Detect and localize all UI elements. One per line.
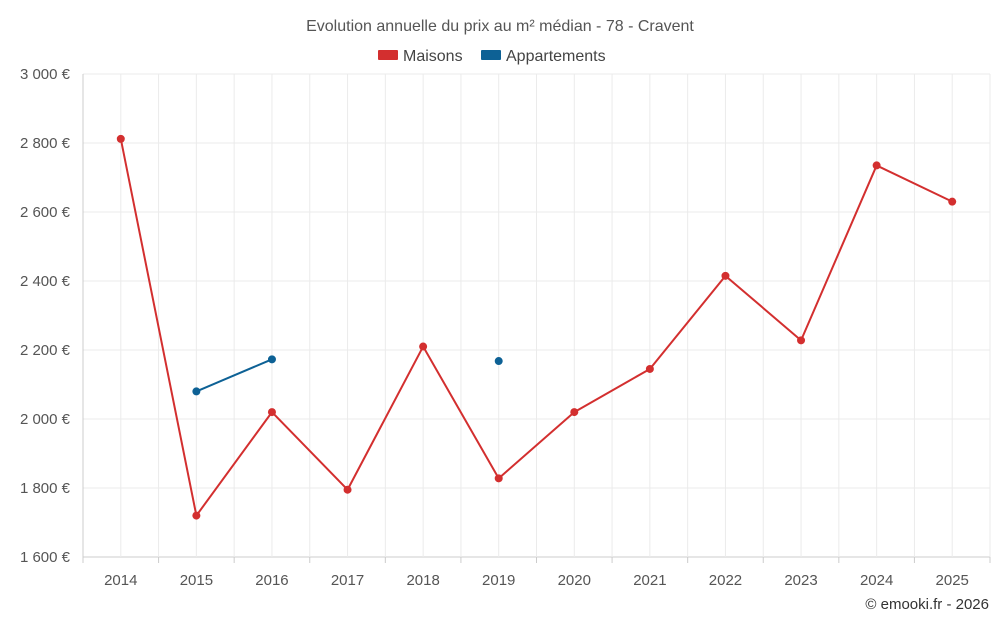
data-point-maisons[interactable] [192,511,201,520]
x-tick-label: 2025 [936,572,969,589]
x-tick-label: 2017 [331,572,364,589]
legend-swatch [481,50,501,60]
data-point-maisons[interactable] [494,474,503,483]
legend-label: Appartements [506,48,606,65]
data-point-appartements[interactable] [192,387,201,396]
credit-text: © emooki.fr - 2026 [865,596,989,613]
y-tick-label: 2 200 € [20,342,71,359]
series-line-maisons [119,138,953,517]
y-tick-label: 2 800 € [20,135,71,152]
data-point-appartements[interactable] [494,357,503,366]
chart-title: Evolution annuelle du prix au m² médian … [306,18,694,35]
series-layer [116,134,957,520]
y-tick-label: 2 000 € [20,411,71,428]
data-point-maisons[interactable] [721,271,730,280]
y-tick-label: 3 000 € [20,66,71,83]
x-tick-label: 2019 [482,572,515,589]
x-tick-label: 2018 [406,572,439,589]
x-tick-label: 2020 [558,572,591,589]
y-tick-label: 2 600 € [20,204,71,221]
legend-item-appartements[interactable]: Appartements [481,48,606,65]
data-point-maisons[interactable] [645,364,654,373]
data-point-maisons[interactable] [267,408,276,417]
series-maisons [116,134,957,520]
grid [82,73,991,563]
series-line-appartements [195,358,273,393]
data-point-maisons[interactable] [116,134,125,143]
data-point-maisons[interactable] [419,342,428,351]
data-point-maisons[interactable] [343,485,352,494]
x-tick-label: 2016 [255,572,288,589]
x-tick-label: 2022 [709,572,742,589]
legend: Maisons Appartements [378,48,606,65]
x-axis: 2014 2015 2016 2017 2018 2019 2020 2021 2022 2023… [104,572,969,589]
y-tick-label: 2 400 € [20,273,71,290]
series-appartements [192,355,503,396]
y-tick-label: 1 800 € [20,480,71,497]
x-tick-label: 2015 [180,572,213,589]
legend-item-maisons[interactable]: Maisons [378,48,463,65]
x-tick-label: 2023 [784,572,817,589]
data-point-appartements[interactable] [267,355,276,364]
data-point-maisons[interactable] [872,161,881,170]
x-tick-label: 2024 [860,572,893,589]
y-axis: 1 600 € 1 800 € 2 000 € 2 200 € 2 400 € 2 600… [20,66,71,566]
x-tick-label: 2014 [104,572,137,589]
data-point-maisons[interactable] [948,197,957,206]
legend-label: Maisons [403,48,463,65]
data-point-maisons[interactable] [797,336,806,345]
x-tick-label: 2021 [633,572,666,589]
data-point-maisons[interactable] [570,408,579,417]
legend-swatch [378,50,398,60]
y-tick-label: 1 600 € [20,549,71,566]
